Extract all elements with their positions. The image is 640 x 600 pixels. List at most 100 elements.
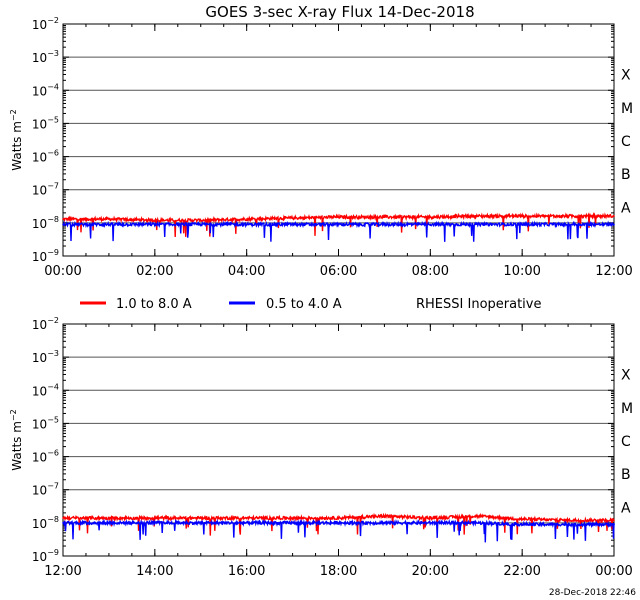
series-short: [62, 518, 615, 543]
y-tick-label: 10−4: [32, 382, 59, 398]
data-point: [567, 519, 569, 522]
x-tick-label: 06:00: [320, 264, 357, 279]
data-point: [521, 523, 523, 526]
data-point: [154, 219, 156, 222]
data-point: [199, 223, 202, 226]
data-point: [245, 517, 248, 519]
data-point: [521, 518, 523, 520]
y-tick-label: 10−7: [32, 182, 59, 198]
flare-class-label: X: [621, 68, 631, 84]
data-point: [383, 223, 386, 226]
flare-class-label: C: [621, 134, 631, 150]
legend-label-long: 1.0 to 8.0 A: [116, 297, 192, 312]
generated-timestamp: 28-Dec-2018 22:46: [549, 588, 636, 598]
chart-title: GOES 3-sec X-ray Flux 14-Dec-2018: [205, 3, 474, 21]
data-point: [475, 515, 478, 517]
data-point: [62, 522, 64, 524]
x-tick-label: 04:00: [228, 264, 265, 279]
data-point: [383, 216, 386, 218]
y-tick-label: 10−8: [32, 215, 59, 231]
data-point: [337, 223, 340, 226]
series-short: [62, 220, 615, 242]
x-tick-label: 12:00: [44, 564, 81, 579]
flare-class-label: X: [621, 368, 631, 384]
y-tick-label: 10−5: [32, 415, 59, 431]
x-tick-label: 02:00: [136, 264, 173, 279]
data-point: [62, 223, 64, 226]
y-axis-label: Watts m−2: [9, 409, 24, 470]
flare-class-label: A: [621, 500, 631, 516]
data-point: [383, 522, 386, 524]
data-point: [429, 517, 432, 519]
data-point: [154, 517, 156, 519]
x-tick-label: 18:00: [320, 564, 357, 579]
data-point: [613, 519, 615, 522]
data-point: [108, 223, 110, 226]
flare-class-label: M: [621, 101, 633, 117]
panel-bottom: Watts m−2 10−2 10−3 10−4 10−5 10−6 10−7 10−8 10…: [9, 316, 633, 579]
data-point: [108, 517, 110, 519]
series-long: [62, 212, 615, 238]
x-tick-label: 22:00: [503, 564, 540, 579]
y-tick-label: 10−3: [32, 349, 59, 365]
data-point: [199, 517, 202, 519]
y-tick-label: 10−5: [32, 115, 59, 131]
data-point: [429, 216, 432, 218]
data-point: [154, 522, 156, 524]
data-point: [199, 219, 202, 222]
flare-class-label: A: [621, 200, 631, 216]
y-tick-label: 10−4: [32, 82, 59, 98]
data-point: [475, 522, 478, 524]
x-tick-label: 20:00: [412, 564, 449, 579]
data-point: [383, 515, 386, 517]
y-tick-label: 10−2: [32, 16, 59, 32]
data-point: [521, 215, 523, 217]
data-point: [291, 223, 294, 226]
plot-frame: [62, 23, 615, 257]
data-point: [245, 223, 248, 226]
y-tick-label: 10−9: [32, 248, 59, 264]
data-point: [613, 215, 615, 217]
y-axis-label: Watts m−2: [9, 109, 24, 170]
legend-note: RHESSI Inoperative: [416, 297, 541, 312]
y-tick-label: 10−3: [32, 49, 59, 65]
panel-top: Watts m−2 10−2 10−3 10−4 10−5 10−6 10−7 10−8 10…: [9, 16, 633, 279]
x-tick-label: 00:00: [44, 264, 81, 279]
data-point: [613, 223, 615, 226]
x-tick-label: 08:00: [412, 264, 449, 279]
y-tick-label: 10−8: [32, 515, 59, 531]
data-point: [429, 522, 432, 524]
data-point: [291, 517, 294, 519]
flare-class-label: M: [621, 401, 633, 417]
y-tick-label: 10−7: [32, 482, 59, 498]
flare-class-label: B: [621, 467, 631, 483]
series-line: [62, 220, 615, 242]
x-tick-label: 00:00: [595, 564, 632, 579]
data-point: [337, 216, 340, 218]
data-point: [429, 223, 432, 226]
data-point: [154, 223, 156, 226]
data-point: [567, 215, 569, 217]
y-tick-label: 10−6: [32, 449, 59, 465]
data-point: [62, 517, 64, 519]
y-tick-label: 10−9: [32, 548, 59, 564]
x-tick-label: 10:00: [503, 264, 540, 279]
data-point: [108, 522, 110, 524]
legend: 1.0 to 8.0 A 0.5 to 4.0 A RHESSI Inopera…: [80, 297, 541, 312]
data-point: [613, 523, 615, 526]
y-tick-label: 10−6: [32, 149, 59, 165]
data-point: [108, 218, 110, 220]
data-point: [245, 218, 248, 220]
legend-label-short: 0.5 to 4.0 A: [266, 297, 342, 312]
data-point: [291, 522, 294, 524]
data-point: [567, 523, 569, 526]
data-point: [475, 215, 478, 217]
flare-class-label: C: [621, 434, 631, 450]
data-point: [337, 517, 340, 519]
series-long: [62, 512, 615, 536]
data-point: [521, 223, 523, 226]
data-point: [291, 217, 294, 219]
x-tick-label: 14:00: [136, 564, 173, 579]
x-tick-label: 12:00: [595, 264, 632, 279]
